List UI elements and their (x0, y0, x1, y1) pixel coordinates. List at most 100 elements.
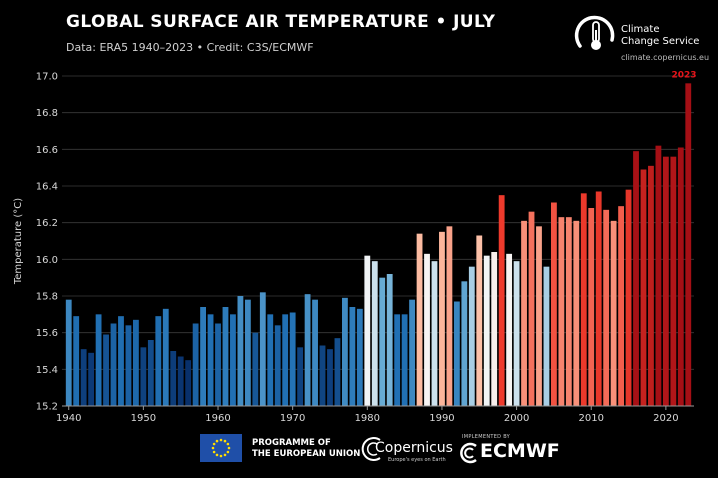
bar-1979 (356, 308, 363, 406)
bar-1971 (297, 347, 304, 406)
bar-1994 (468, 266, 475, 406)
bar-1975 (327, 349, 333, 406)
bar-1991 (446, 226, 453, 406)
bar-1993 (461, 281, 468, 406)
bar-1960 (215, 323, 221, 406)
bar-2009 (580, 193, 587, 406)
copernicus-name: Copernicus (375, 440, 453, 456)
x-tick-label: 1980 (355, 413, 380, 424)
eu-flag-icon (200, 434, 242, 462)
bar-1998 (498, 195, 505, 406)
bar-1976 (334, 338, 341, 406)
y-tick-label: 16.4 (36, 182, 58, 193)
x-tick-label: 1990 (429, 413, 454, 424)
bar-2021 (670, 156, 677, 406)
bar-1995 (476, 235, 483, 406)
y-tick-label: 15.2 (36, 402, 58, 413)
chart-subtitle: Data: ERA5 1940–2023 • Credit: C3S/ECMWF (66, 41, 314, 54)
bar-1988 (424, 253, 430, 406)
bar-1964 (244, 299, 251, 406)
x-tick-label: 1960 (205, 413, 230, 424)
bar-2006 (558, 217, 565, 406)
bar-2005 (550, 202, 557, 406)
y-tick-label: 16.6 (36, 145, 58, 156)
c3s-name: Climate Change Service (621, 24, 700, 47)
bar-1969 (282, 314, 289, 406)
bar-1947 (118, 316, 124, 406)
bar-1942 (80, 349, 87, 406)
bar-2017 (640, 169, 647, 406)
bar-2023 (685, 83, 692, 406)
bar-2016 (633, 151, 639, 406)
bar-1944 (95, 314, 102, 406)
bar-2001 (521, 220, 527, 406)
bar-1999 (506, 253, 513, 406)
bar-2010 (588, 208, 595, 406)
bar-1951 (147, 340, 154, 406)
bar-1984 (394, 314, 401, 406)
bar-1985 (401, 314, 408, 406)
bar-1956 (185, 360, 192, 406)
bar-1974 (319, 345, 326, 406)
c3s-url: climate.copernicus.eu (621, 53, 710, 62)
bar-2011 (595, 191, 602, 406)
bar-1957 (192, 323, 199, 406)
y-axis-ticks: 15.2 15.4 15.6 15.8 16.0 16.2 16.4 16.6 16.8 17.0 (36, 72, 58, 413)
y-axis-label: Temperature (°C) (13, 198, 24, 285)
bar-2020 (662, 156, 669, 406)
bar-1950 (140, 347, 147, 406)
highlight-year-label: 2023 (671, 70, 696, 80)
bar-1977 (341, 297, 348, 406)
y-tick-label: 15.8 (36, 292, 58, 303)
eu-programme-text: PROGRAMME OF THE EUROPEAN UNION (252, 438, 361, 459)
bars (65, 83, 692, 406)
bar-1941 (73, 316, 80, 406)
bar-1953 (162, 308, 169, 406)
x-tick-label: 2020 (653, 413, 678, 424)
y-tick-label: 15.4 (36, 365, 58, 376)
bar-2000 (513, 261, 520, 406)
bar-1948 (125, 325, 132, 406)
thermometer-cloud-icon (574, 15, 615, 50)
bar-1954 (170, 351, 177, 406)
bar-2018 (648, 165, 654, 406)
bar-1972 (304, 294, 311, 406)
bar-1996 (483, 255, 490, 406)
copernicus-tagline: Europe's eyes on Earth (388, 457, 446, 463)
bar-1943 (88, 352, 95, 406)
y-tick-label: 16.0 (36, 255, 58, 266)
bar-2013 (610, 220, 617, 406)
bar-1949 (132, 319, 139, 406)
bar-1945 (103, 334, 109, 406)
bar-1963 (237, 296, 244, 406)
copernicus-logo-icon (361, 437, 381, 461)
bar-1978 (349, 307, 356, 406)
bar-2012 (603, 209, 610, 406)
y-tick-label: 17.0 (36, 72, 58, 83)
bar-1962 (230, 314, 236, 406)
bar-1973 (312, 299, 318, 406)
bar-1981 (371, 261, 378, 406)
x-tick-label: 2000 (504, 413, 529, 424)
x-tick-label: 2010 (579, 413, 604, 424)
x-tick-label: 1940 (56, 413, 81, 424)
bar-1980 (364, 255, 371, 406)
ecmwf-logo-icon (460, 442, 477, 464)
c3s-logo: Climate Change Service climate.copernicu… (572, 10, 712, 64)
bar-1990 (439, 231, 445, 406)
bar-1955 (177, 356, 184, 406)
bar-1952 (155, 316, 162, 406)
bar-2004 (543, 266, 550, 406)
bar-1987 (416, 233, 423, 406)
y-tick-label: 16.2 (36, 218, 58, 229)
bar-1968 (274, 325, 281, 406)
bar-2022 (677, 147, 684, 406)
chart-title: GLOBAL SURFACE AIR TEMPERATURE • JULY (66, 12, 496, 32)
y-tick-label: 16.8 (36, 108, 58, 119)
x-tick-label: 1970 (280, 413, 305, 424)
x-axis-ticks: 1940 1950 1960 1970 1980 1990 2000 2010 2020 (56, 406, 679, 424)
bar-2015 (625, 189, 632, 406)
bar-2003 (536, 226, 542, 406)
implemented-by-text: IMPLEMENTED BY (462, 434, 511, 440)
bar-2008 (573, 220, 580, 406)
